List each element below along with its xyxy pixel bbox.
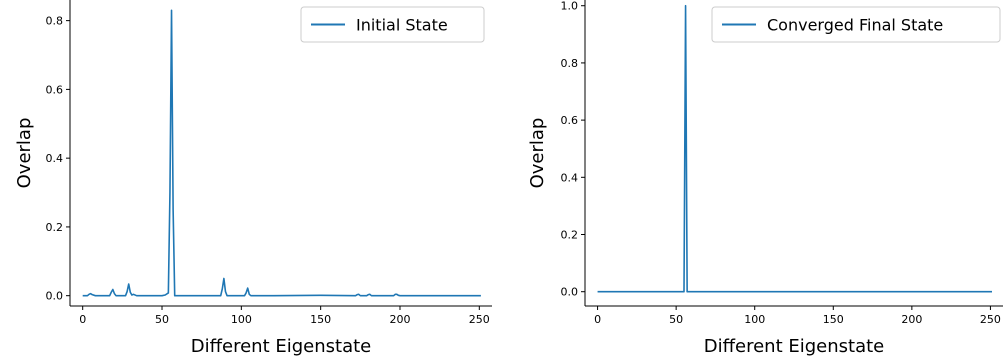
chart-1-y-axis-title: Overlap [527, 118, 548, 189]
chart-1-x-tick-label: 200 [901, 313, 922, 326]
chart-0-y-axis-title: Overlap [14, 118, 35, 189]
chart-0-x-tick-label: 0 [79, 313, 86, 326]
chart-0-y-tick-label: 0.8 [46, 15, 64, 28]
chart-1-ticks: 0 50 100 150 200 250 0.0 0.2 0.4 0.6 0.8 1.0 [561, 0, 1001, 326]
chart-0-legend-label: Initial State [356, 16, 448, 35]
chart-1-y-tick-label: 0.8 [561, 57, 579, 70]
chart-1-y-tick-label: 0.6 [561, 114, 579, 127]
chart-0-y-tick-label: 0.4 [46, 152, 64, 165]
chart-initial-state: 0 50 100 150 200 250 0.0 0.2 0.4 0.6 0.8 Different… [14, 0, 492, 357]
chart-0-x-tick-label: 100 [231, 313, 252, 326]
chart-1-legend: Converged Final State [711, 6, 1001, 43]
chart-1-legend-box [711, 6, 1001, 43]
chart-1-x-tick-label: 0 [594, 313, 601, 326]
chart-0-x-tick-label: 50 [155, 313, 169, 326]
chart-0-ticks: 0 50 100 150 200 250 0.0 0.2 0.4 0.6 0.8 [46, 15, 490, 326]
chart-1-x-axis-title: Different Eigenstate [704, 336, 884, 357]
chart-0-x-tick-label: 200 [389, 313, 410, 326]
chart-1-legend-label: Converged Final State [767, 16, 943, 35]
chart-1-x-tick-label: 250 [980, 313, 1001, 326]
chart-converged-final-state: 0 50 100 150 200 250 0.0 0.2 0.4 0.6 0.8 1.0 Differ… [527, 0, 1003, 357]
chart-0-legend: Initial State [300, 6, 485, 43]
chart-1-x-tick-label: 50 [669, 313, 683, 326]
chart-1-y-tick-label: 1.0 [561, 0, 579, 13]
chart-0-y-tick-label: 0.6 [46, 83, 64, 96]
chart-1-series-line [597, 4, 992, 293]
chart-1-y-tick-label: 0.4 [561, 171, 579, 184]
chart-1-x-tick-label: 150 [823, 313, 844, 326]
chart-0-x-axis-title: Different Eigenstate [191, 336, 371, 357]
chart-0-x-tick-label: 250 [469, 313, 490, 326]
chart-0-y-tick-label: 0.2 [46, 221, 64, 234]
chart-1-x-tick-label: 100 [744, 313, 765, 326]
chart-0-legend-box [300, 6, 485, 43]
chart-1-y-tick-label: 0.2 [561, 229, 579, 242]
chart-1-y-tick-label: 0.0 [561, 286, 579, 299]
chart-0-x-tick-label: 150 [310, 313, 331, 326]
chart-0-y-tick-label: 0.0 [46, 290, 64, 303]
chart-0-series-line [82, 9, 481, 297]
